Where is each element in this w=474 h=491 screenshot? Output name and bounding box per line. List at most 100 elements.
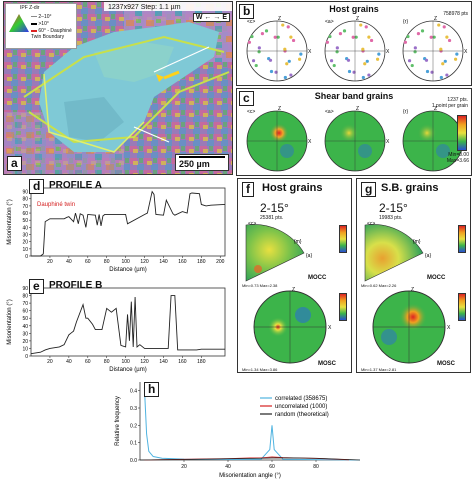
pole-point <box>346 58 351 62</box>
panel-g-range: 2-15° <box>379 201 408 215</box>
pole-point <box>247 40 252 44</box>
density-maximum <box>269 123 289 143</box>
pole-point <box>365 59 369 63</box>
pole-point <box>298 57 302 61</box>
pole-point <box>347 69 352 74</box>
pole-point <box>268 58 273 62</box>
dauphine-annotation: Dauphiné twin <box>37 202 76 208</box>
x-tick-label: 200 <box>216 259 225 265</box>
y-tick-label: 0 <box>25 254 28 260</box>
pole-point <box>269 69 274 74</box>
panel-f-mocc-minmax: Min=0.73 Max=2.38 <box>242 283 278 288</box>
pole-point <box>359 23 363 27</box>
pole-point <box>442 25 446 29</box>
pole-point <box>445 73 449 77</box>
svg-text:Z: Z <box>292 287 295 293</box>
misorientation-chart: 0.0 0.1 0.2 0.3 0.4 20 40 60 80 Relative frequenc… <box>115 382 361 479</box>
pole-point <box>413 46 417 50</box>
pole-point <box>425 69 430 74</box>
x-tick-label: 20 <box>181 464 187 470</box>
axis-z-label: Z <box>356 16 359 22</box>
legend-item-high-angle: >10° <box>31 21 49 27</box>
pole-point <box>286 25 290 29</box>
pole-point <box>281 23 285 27</box>
map-header: 1237x927 Step: 1.1 µm <box>108 4 181 11</box>
x-tick-label: 140 <box>159 359 168 365</box>
x-tick-label: 100 <box>121 259 130 265</box>
plot-frame <box>30 187 226 257</box>
ebsd-map-image: 1237x927 Step: 1.1 µm <box>4 2 232 174</box>
svg-text:{a}: {a} <box>306 253 312 259</box>
axis-x-label: X <box>308 49 312 55</box>
y-axis-label: Misorientation (°) <box>7 299 13 344</box>
panel-letter-h: h <box>144 382 160 397</box>
y-tick-label: 70 <box>22 301 28 307</box>
panel-c-shear-pole-figures: c Shear band grains 1237 pts. 1 point pe… <box>236 88 472 176</box>
pole-point <box>432 35 436 39</box>
panel-c-note: 1 point per grain <box>431 103 468 109</box>
x-tick-label: 80 <box>104 259 110 265</box>
panel-c-title: Shear band grains <box>314 91 394 101</box>
axis-z-label: Z <box>434 16 437 22</box>
pole-point <box>335 46 339 50</box>
colorbar-g2 <box>458 293 466 321</box>
x-tick-label: 60 <box>269 464 275 470</box>
pole-point <box>329 59 334 63</box>
mosc-circle-f: Z X <box>253 287 332 364</box>
y-tick-label: 50 <box>22 316 28 322</box>
x-tick-label: 40 <box>66 359 72 365</box>
pole-point <box>424 58 429 62</box>
y-tick-label: 40 <box>22 324 28 330</box>
profile-line <box>30 295 225 355</box>
svg-text:<c>: <c> <box>248 221 256 227</box>
colorbar-g1 <box>458 225 466 253</box>
pole-point <box>369 38 374 43</box>
svg-text:{m}: {m} <box>294 239 302 245</box>
y-tick-label: 60 <box>22 211 28 217</box>
pole-point <box>351 35 355 39</box>
ipf-legend: IPF Z-dir 2–10° >10° 60° - Dauphiné Twin… <box>5 3 77 49</box>
x-tick-label: 60 <box>85 259 91 265</box>
axis-z-label: Z <box>278 106 281 112</box>
panel-g-sb-mocc-mosc: g S.B. grains 2-15° 19983 pts. <c> {m} {… <box>356 178 471 373</box>
legend-entry: correlated (358675) <box>275 396 327 402</box>
x-axis-label: Misorientation angle (°) <box>219 473 281 479</box>
y-axis-label: Misorientation (°) <box>7 199 13 244</box>
panel-e-profile-b: 0 10 20 30 40 50 60 70 80 90 20 40 60 80 100 120 140 160 1… <box>3 278 233 376</box>
axis-x-label: X <box>308 139 312 145</box>
x-tick-label: 180 <box>197 359 206 365</box>
y-axis-label: Relative frequency <box>115 396 121 446</box>
pole-point <box>407 59 412 63</box>
colorbar-f2 <box>339 293 347 321</box>
y-tick-label: 60 <box>22 309 28 315</box>
pole-figures-b: <c> Z X <a> Z X {r} Z X <box>246 16 468 82</box>
y-tick-label: 0.3 <box>130 406 137 412</box>
panel-letter-g: g <box>361 182 377 197</box>
y-tick-label: 70 <box>22 204 28 210</box>
pole-point <box>364 25 368 29</box>
pole-point <box>276 35 280 39</box>
plot-frame <box>30 287 226 357</box>
scale-bar: 250 µm <box>175 154 229 171</box>
pole-point <box>250 34 254 39</box>
series-line-2 <box>139 457 361 461</box>
panel-f-title: Host grains <box>262 182 323 194</box>
pole-point <box>354 35 358 39</box>
mosc-circle-g: Z X <box>372 287 451 364</box>
pole-point <box>377 52 381 56</box>
y-tick-label: 0.4 <box>130 389 137 395</box>
pole-point <box>443 59 447 63</box>
panel-f-mosc-minmax: Min=1.34 Max=3.86 <box>242 367 278 372</box>
legend-entry: random (theoretical) <box>275 412 329 418</box>
pole-point <box>273 35 277 39</box>
y-tick-label: 50 <box>22 218 28 224</box>
y-tick-label: 0 <box>25 354 28 360</box>
pole-point <box>332 63 336 68</box>
svg-text:{a}: {a} <box>425 253 431 259</box>
y-tick-label: 40 <box>22 225 28 231</box>
panel-g-mocc-minmax: Min=0.62 Max=2.26 <box>361 283 397 288</box>
pole-point <box>285 62 289 66</box>
pole-point <box>455 52 459 56</box>
panel-b-count: 758978 pts <box>443 11 468 17</box>
ipf-label: IPF Z-dir <box>20 5 40 11</box>
